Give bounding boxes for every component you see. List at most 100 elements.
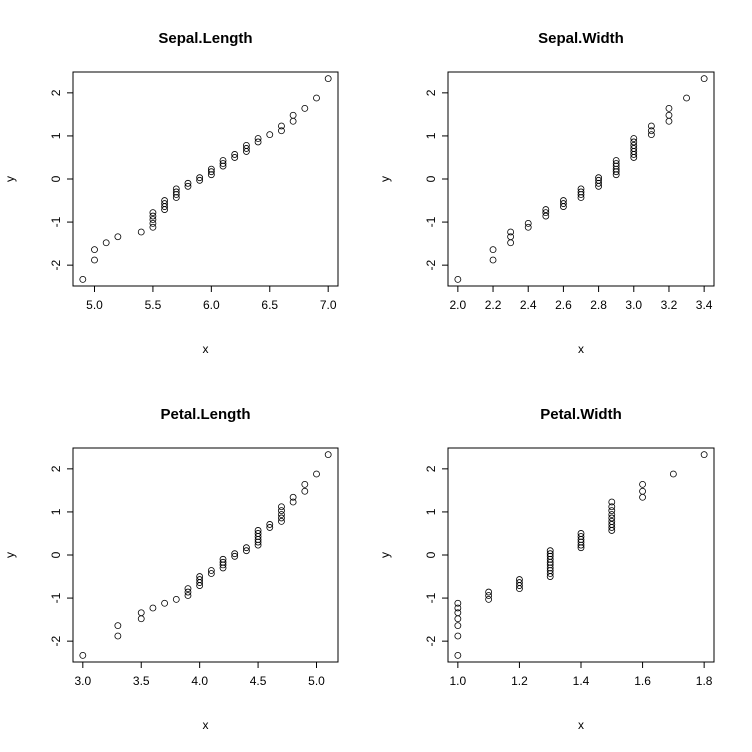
data-point: [608, 521, 616, 528]
data-point: [219, 157, 227, 164]
data-point: [647, 127, 655, 135]
data-point: [254, 541, 262, 549]
data-point: [149, 216, 157, 223]
data-point: [324, 451, 332, 459]
data-point: [207, 171, 215, 179]
data-point: [172, 194, 180, 201]
data-point: [219, 160, 227, 167]
data-point: [184, 592, 192, 599]
data-point: [454, 615, 462, 623]
data-point: [595, 174, 602, 182]
data-point: [577, 533, 585, 540]
data-point: [196, 176, 204, 184]
plot-title: Sepal.Length: [158, 30, 252, 47]
y-tick-label: -2: [424, 635, 438, 646]
data-point: [231, 154, 239, 161]
data-point: [149, 212, 157, 220]
x-tick-label: 3.4: [696, 298, 713, 312]
x-tick-label: 1.0: [450, 674, 467, 688]
data-point: [278, 507, 285, 515]
data-point: [172, 188, 180, 196]
data-point: [630, 142, 638, 149]
x-tick-label: 3.5: [133, 674, 150, 688]
x-tick-label: 3.0: [74, 674, 91, 688]
data-point: [608, 498, 616, 506]
data-point: [231, 151, 239, 158]
data-point: [516, 579, 523, 586]
data-point: [161, 197, 169, 204]
y-tick-label: -2: [49, 259, 63, 270]
data-point: [242, 142, 250, 149]
data-point: [577, 544, 585, 552]
data-point: [301, 104, 309, 112]
data-point: [454, 622, 462, 630]
x-axis-label: x: [578, 342, 584, 356]
data-point: [612, 168, 620, 176]
y-axis-label: y: [378, 176, 392, 182]
data-point: [577, 188, 585, 196]
x-tick-label: 1.6: [634, 674, 651, 688]
data-point: [161, 200, 169, 207]
data-point: [184, 179, 192, 187]
x-tick-label: 2.6: [555, 298, 572, 312]
data-point: [524, 223, 532, 231]
data-point: [542, 209, 550, 216]
data-point: [231, 550, 239, 558]
data-point: [219, 564, 227, 572]
y-tick-label: -2: [49, 635, 63, 646]
data-point: [608, 511, 616, 518]
data-point: [612, 160, 620, 167]
data-point: [700, 75, 708, 83]
data-point: [254, 530, 262, 537]
data-point: [454, 604, 462, 612]
x-tick-label: 2.4: [520, 298, 537, 312]
data-point: [665, 111, 673, 119]
y-tick-label: 0: [424, 175, 438, 182]
y-tick-label: 0: [49, 551, 63, 558]
plot-frame: [447, 71, 715, 287]
data-point: [172, 185, 180, 193]
data-point: [454, 609, 462, 617]
x-tick-label: 1.8: [696, 674, 713, 688]
data-point: [577, 191, 585, 198]
data-point: [79, 275, 87, 283]
x-tick-label: 5.0: [86, 298, 103, 312]
data-point: [546, 564, 554, 572]
x-axis-label: x: [203, 342, 209, 356]
data-point: [289, 117, 297, 125]
data-point: [454, 651, 462, 659]
data-point: [114, 622, 122, 630]
data-point: [149, 209, 157, 216]
x-tick-label: 3.2: [661, 298, 678, 312]
y-tick-label: 1: [49, 508, 63, 515]
data-point: [608, 518, 616, 525]
data-point: [595, 176, 602, 184]
data-point: [683, 94, 690, 102]
y-axis-label: y: [3, 176, 17, 182]
data-point: [639, 493, 646, 501]
data-point: [546, 547, 554, 555]
data-point: [489, 256, 497, 264]
data-point: [639, 480, 646, 488]
data-point: [219, 555, 227, 563]
x-tick-label: 4.0: [191, 674, 208, 688]
data-point: [647, 131, 655, 139]
data-point: [577, 530, 585, 537]
data-point: [516, 576, 523, 583]
data-point: [196, 174, 204, 182]
data-point: [454, 275, 462, 283]
data-point: [242, 547, 250, 555]
data-point: [149, 223, 157, 231]
y-tick-label: 1: [424, 508, 438, 515]
x-tick-label: 4.5: [250, 674, 267, 688]
data-point: [254, 527, 262, 534]
data-point: [149, 219, 157, 227]
y-tick-label: 1: [49, 132, 63, 139]
x-tick-label: 1.4: [573, 674, 590, 688]
y-tick-label: -1: [49, 216, 63, 227]
y-tick-label: 0: [424, 551, 438, 558]
data-point: [91, 256, 98, 264]
data-point: [542, 212, 550, 220]
data-point: [289, 111, 297, 119]
data-point: [485, 588, 493, 596]
